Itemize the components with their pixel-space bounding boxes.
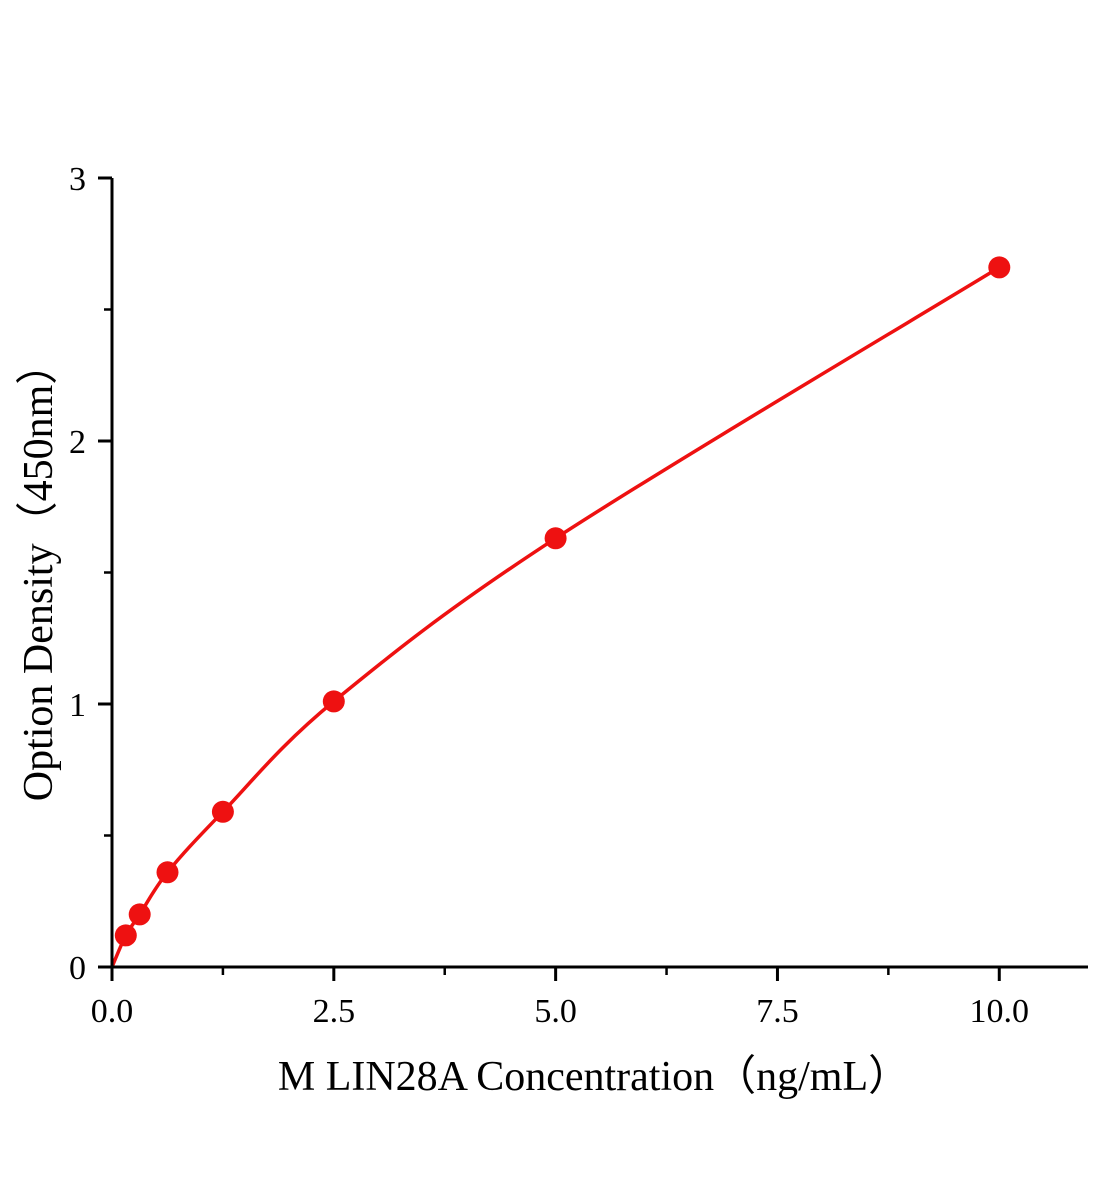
x-tick-label: 10.0 [970, 993, 1030, 1030]
y-axis-title: Option Density（450nm） [16, 343, 62, 802]
axes [110, 178, 1088, 969]
data-point [544, 527, 567, 550]
data-point [114, 924, 137, 947]
data-point [322, 690, 345, 713]
x-tick-label: 5.0 [534, 993, 577, 1030]
plot-layer: 0.0 2.5 5.0 7.5 10.0 0 1 2 3 [69, 161, 1088, 1030]
y-tick-label: 0 [69, 950, 86, 987]
y-tick-label: 2 [69, 424, 86, 461]
standard-curve-line [110, 265, 1002, 969]
x-tick-label: 0.0 [91, 993, 134, 1030]
data-point [988, 256, 1011, 279]
data-point [156, 861, 179, 884]
data-point [211, 800, 234, 823]
x-axis-title: M LIN28A Concentration（ng/mL） [278, 1054, 910, 1100]
data-point [128, 903, 151, 926]
x-tick-label: 7.5 [756, 993, 799, 1030]
y-tick-label: 1 [69, 687, 86, 724]
x-tick-label: 2.5 [313, 993, 356, 1030]
y-tick-label: 3 [69, 161, 86, 198]
